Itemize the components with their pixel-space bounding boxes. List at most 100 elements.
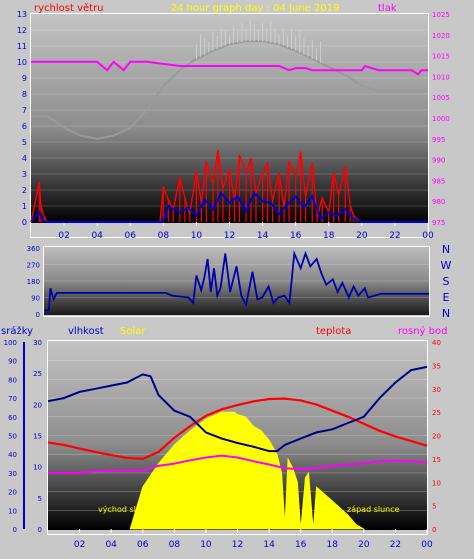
top-left-tick-label: 11	[17, 42, 27, 51]
direction-plot-bg	[44, 247, 429, 315]
temperature-tick-label: 10	[432, 479, 441, 487]
temperature-tick-label: 5	[432, 503, 436, 511]
solar-area	[129, 411, 366, 530]
humidity-axis-label: vlhkost	[68, 326, 104, 337]
rain-tick-label: 70	[8, 395, 17, 403]
direction-tick-label: 270	[27, 262, 40, 270]
humidity-line	[47, 365, 428, 453]
temperature-line	[47, 397, 428, 461]
humidity-tick-label: 0	[38, 526, 42, 534]
rain-tick-label: 0	[13, 526, 17, 534]
bottom-x-tick-label: 22	[390, 540, 401, 550]
top-left-tick-label: 9	[22, 74, 27, 83]
temperature-tick-label: 30	[432, 386, 441, 394]
rain-tick-label: 40	[8, 451, 17, 459]
compass-label: W	[441, 259, 452, 272]
top-x-tick-label: 02	[58, 231, 69, 241]
top-left-tick-label: 4	[22, 154, 27, 163]
top-x-tick-label: 22	[389, 231, 400, 241]
top-left-tick-label: 13	[17, 10, 27, 19]
bottom-x-tick-label: 18	[327, 540, 339, 550]
bottom-x-tick-label: 12	[232, 540, 243, 550]
bottom-x-tick-label: 10	[200, 540, 212, 550]
wind-direction-line	[44, 249, 429, 312]
top-left-tick-label: 12	[17, 26, 27, 35]
top-left-tick-label: 5	[22, 138, 27, 147]
direction-tick-label: 0	[36, 311, 40, 319]
temperature-tick-label: 40	[432, 339, 441, 347]
top-right-tick-label: 990	[432, 157, 445, 165]
rain-tick-label: 90	[8, 358, 17, 366]
top-x-tick-label: 18	[323, 231, 335, 241]
top-right-tick-label: 1000	[432, 115, 450, 123]
top-x-tick-label: 10	[191, 231, 203, 241]
top-right-tick-label: 975	[432, 219, 445, 227]
top-panel-frame	[30, 13, 429, 238]
rain-tick-label: 50	[8, 433, 17, 441]
top-left-tick-label: 10	[17, 58, 27, 67]
top-x-tick-label: 04	[91, 231, 103, 241]
bottom-x-tick-label: 00	[421, 540, 433, 550]
temperature-tick-label: 15	[432, 456, 441, 464]
top-x-tick-label: 08	[158, 231, 170, 241]
top-left-tick-label: 7	[22, 106, 27, 115]
top-x-tick-label: 20	[356, 231, 368, 241]
top-right-tick-label: 1005	[432, 94, 450, 102]
bottom-x-tick-label: 08	[169, 540, 181, 550]
compass-label: E	[443, 291, 450, 304]
direction-tick-label: 360	[27, 245, 40, 253]
temperature-tick-label: 35	[432, 362, 441, 370]
temperature-tick-label: 0	[432, 526, 436, 534]
compass-label: N	[442, 243, 450, 256]
rain-tick-label: 60	[8, 414, 17, 422]
humidity-tick-label: 10	[33, 464, 42, 472]
top-right-tick-label: 1010	[432, 73, 450, 81]
top-right-tick-label: 1015	[432, 53, 450, 61]
temperature-tick-label: 25	[432, 409, 441, 417]
dewpoint-line	[48, 454, 428, 474]
bottom-x-tick-label: 04	[105, 540, 117, 550]
temperature-axis-label: teplota	[316, 326, 351, 337]
rain-tick-label: 80	[8, 376, 17, 384]
top-chart: 02 04 06 08 10 12 14 16 18 20 22 000123456789101112…	[17, 2, 450, 241]
rain-tick-label: 20	[8, 489, 17, 497]
humidity-tick-label: 30	[33, 339, 42, 347]
top-left-tick-label: 0	[22, 218, 27, 227]
top-left-tick-label: 1	[22, 202, 27, 211]
bottom-x-tick-label: 20	[358, 540, 370, 550]
direction-tick-label: 180	[27, 278, 40, 286]
rain-tick-label: 30	[8, 470, 17, 478]
top-right-tick-label: 1025	[432, 11, 450, 19]
pressure-axis-label: tlak	[378, 3, 397, 14]
top-x-tick-label: 14	[257, 231, 269, 241]
bottom-chart: 02 04 06 08 10 12 14 16 18 20 22 000102030405060708…	[1, 325, 447, 550]
rain-tick-label: 10	[8, 507, 17, 515]
bottom-panel-frame	[47, 340, 428, 535]
temperature-tick-label: 20	[432, 433, 441, 441]
top-left-tick-label: 2	[22, 186, 27, 195]
top-right-tick-label: 1020	[432, 32, 450, 40]
sunrise-label: východ slunce	[98, 505, 155, 514]
top-x-tick-label: 00	[422, 231, 434, 241]
humidity-tick-label: 5	[38, 495, 42, 503]
direction-panel-frame	[43, 246, 430, 317]
top-x-tick-label: 16	[290, 231, 302, 241]
solar-axis-label: Solar	[120, 326, 146, 337]
pressure-line	[31, 60, 428, 76]
top-left-tick-label: 3	[22, 170, 27, 179]
top-x-tick-label: 12	[224, 231, 235, 241]
bottom-x-tick-label: 02	[74, 540, 85, 550]
dewpoint-axis-label: rosný bod	[398, 325, 447, 337]
top-right-tick-label: 985	[432, 177, 445, 185]
bottom-x-tick-label: 16	[295, 540, 307, 550]
rain-tick-label: 100	[4, 339, 17, 347]
top-right-tick-label: 995	[432, 136, 445, 144]
bottom-x-tick-label: 14	[263, 540, 275, 550]
compass-label: N	[442, 307, 450, 320]
compass-label: S	[443, 275, 450, 288]
wind-average-line	[30, 191, 428, 223]
top-left-tick-label: 8	[22, 90, 27, 99]
